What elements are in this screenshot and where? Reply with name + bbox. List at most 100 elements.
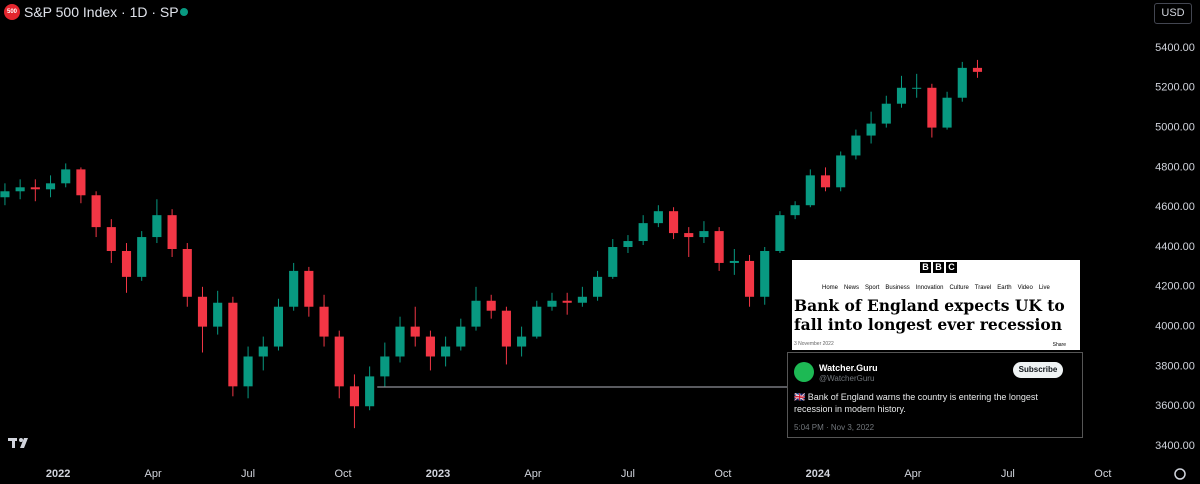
- candle-body: [289, 270, 299, 307]
- candle-body: [881, 103, 891, 124]
- candle-body: [744, 260, 755, 297]
- y-tick-label: 4800.00: [1155, 161, 1195, 173]
- account-name: Watcher.Guru: [819, 363, 878, 373]
- nav-item[interactable]: Video: [1017, 285, 1033, 291]
- candle-body: [76, 169, 86, 196]
- candle-body: [638, 223, 648, 242]
- candle-body: [699, 231, 709, 238]
- candle-body: [547, 300, 557, 307]
- tweet-card: Watcher.Guru @WatcherGuru Subscribe 🇬🇧 B…: [787, 352, 1083, 438]
- nav-item[interactable]: Live: [1038, 285, 1050, 291]
- candle-body: [395, 326, 405, 357]
- candle-body: [851, 135, 861, 156]
- candle-body: [866, 123, 876, 136]
- candle-body: [425, 336, 435, 357]
- candle-body: [273, 306, 284, 347]
- x-tick-label: Jul: [621, 468, 635, 480]
- y-tick-label: 4000.00: [1155, 321, 1195, 333]
- candle-body: [258, 346, 268, 357]
- candle-body: [137, 237, 147, 277]
- candle-body: [91, 195, 101, 228]
- candle-body: [30, 187, 40, 190]
- candle-body: [106, 227, 116, 251]
- x-tick-label: Oct: [714, 468, 731, 480]
- candle-body: [182, 249, 192, 297]
- date: 3 November 2022: [794, 341, 834, 347]
- candle-body: [456, 326, 466, 347]
- candle-body: [45, 183, 56, 190]
- candle-body: [121, 250, 132, 277]
- candle-body: [623, 241, 633, 248]
- candle-body: [365, 376, 375, 407]
- candle-body: [243, 356, 253, 387]
- x-tick-label: Apr: [904, 468, 921, 480]
- candle-body: [213, 302, 223, 327]
- candle-body: [820, 175, 831, 188]
- logo-letter: B: [933, 262, 944, 273]
- x-tick-label: Apr: [524, 468, 541, 480]
- avatar: [794, 362, 814, 382]
- tweet-time: 5:04 PM · Nov 3, 2022: [794, 423, 875, 432]
- candle-body: [167, 215, 177, 250]
- candle-body: [15, 187, 25, 192]
- candle-body: [152, 215, 162, 238]
- candle-body: [896, 87, 907, 104]
- x-tick-label: Jul: [241, 468, 255, 480]
- nav-item[interactable]: Travel: [974, 285, 992, 291]
- currency-button[interactable]: USD: [1154, 3, 1192, 24]
- candle-body: [319, 306, 329, 337]
- candle-body: [380, 356, 390, 377]
- x-tick-label: Oct: [1094, 468, 1111, 480]
- logo-letter: B: [920, 262, 931, 273]
- candle-body: [912, 87, 922, 89]
- candle-body: [790, 205, 800, 216]
- candle-body: [334, 336, 344, 387]
- account-handle: @WatcherGuru: [819, 374, 875, 383]
- y-tick-label: 5000.00: [1155, 121, 1195, 133]
- candle-body: [228, 302, 238, 387]
- y-tick-label: 5200.00: [1155, 82, 1195, 94]
- candle-body: [517, 336, 527, 347]
- nav-item[interactable]: News: [844, 285, 860, 291]
- nav-item[interactable]: Innovation: [915, 285, 944, 291]
- candle-body: [593, 276, 603, 297]
- candle-body: [714, 231, 724, 263]
- candle-body: [684, 233, 694, 238]
- nav-item[interactable]: Home: [822, 285, 839, 291]
- share: Share: [1052, 342, 1066, 348]
- nav: Home News Sport Business Innovation Culture Tr…: [822, 285, 1050, 291]
- nav-item[interactable]: Business: [885, 285, 910, 291]
- candle-body: [410, 326, 420, 337]
- y-tick-label: 3600.00: [1155, 400, 1195, 412]
- subscribe-button[interactable]: Subscribe: [1013, 362, 1063, 378]
- symbol-title: S&P 500 Index · 1D · SP: [24, 4, 179, 20]
- candle-body: [562, 300, 572, 303]
- candle-body: [441, 346, 451, 357]
- candle-body: [957, 67, 967, 98]
- nav-item[interactable]: Earth: [997, 285, 1012, 291]
- y-tick-label: 4400.00: [1155, 241, 1195, 253]
- candle-body: [653, 211, 663, 224]
- y-tick-label: 3800.00: [1155, 360, 1195, 372]
- candle-body: [0, 191, 10, 198]
- nav-item[interactable]: Sport: [865, 285, 880, 291]
- candle-body: [532, 306, 542, 337]
- x-tick-label: 2024: [806, 468, 831, 480]
- candle-body: [805, 175, 815, 206]
- logo-letter: C: [946, 262, 957, 273]
- candle-body: [972, 67, 983, 72]
- headline: Bank of England expects UK to fall into …: [794, 296, 1065, 334]
- candle-body: [304, 270, 314, 307]
- candle-body: [61, 169, 71, 184]
- symbol-logo: 500: [4, 4, 20, 20]
- nav-item[interactable]: Culture: [949, 285, 969, 291]
- candle-body: [729, 260, 739, 263]
- settings-icon[interactable]: [1174, 468, 1186, 480]
- candle-body: [836, 155, 846, 188]
- candle-body: [668, 211, 679, 234]
- x-tick-label: Apr: [145, 468, 162, 480]
